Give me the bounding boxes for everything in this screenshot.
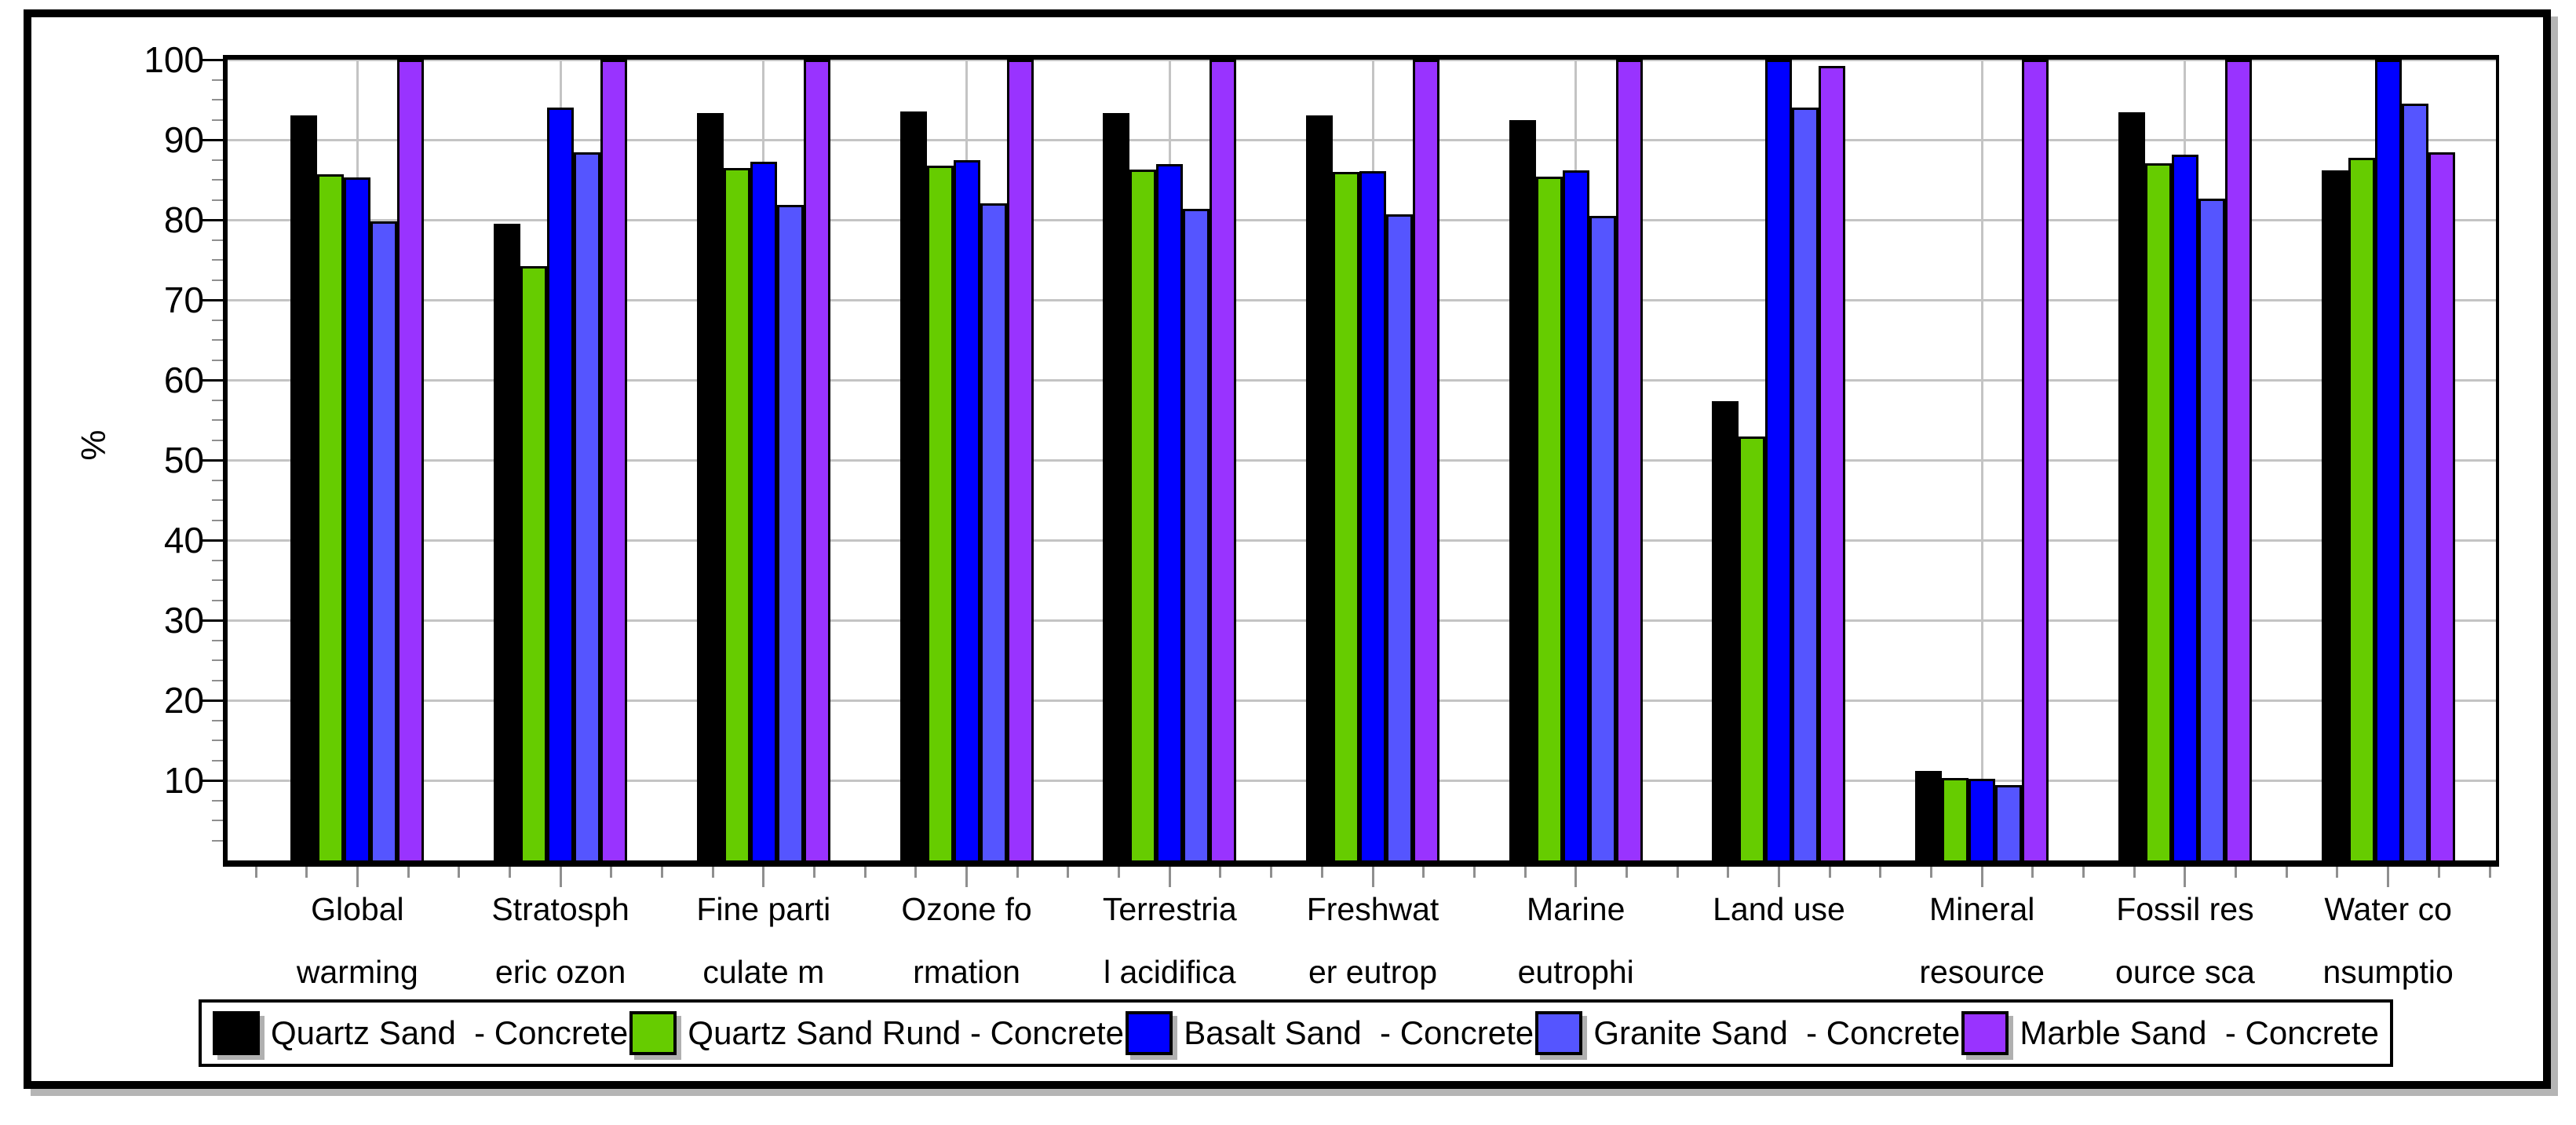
bar (2428, 152, 2455, 860)
bar (1765, 60, 1793, 860)
bar (1006, 60, 1034, 860)
bar (344, 177, 371, 860)
bar (1103, 113, 1130, 860)
bar (397, 60, 425, 860)
bar (1942, 777, 1969, 860)
bar (494, 224, 521, 860)
bar (2022, 60, 2049, 860)
legend-item: Quartz Sand Rund - Concrete (629, 1011, 1124, 1055)
gridline-y-90 (228, 138, 2496, 141)
bar (2224, 60, 2252, 860)
bar (2321, 170, 2348, 860)
chart-legend: Quartz Sand - Concrete Quartz Sand Rund -… (199, 999, 2393, 1067)
bar (696, 113, 724, 860)
bar (2348, 158, 2375, 860)
legend-swatch-icon (1126, 1011, 1173, 1055)
bar (1615, 60, 1643, 860)
legend-swatch-icon (1961, 1011, 2009, 1055)
bar (1535, 176, 1563, 860)
bar (600, 60, 628, 860)
bar (1792, 108, 1819, 860)
bar (370, 221, 398, 860)
bar (1995, 785, 2023, 860)
bar (1156, 163, 1184, 860)
bar (1739, 436, 1766, 860)
legend-swatch-icon (1535, 1011, 1583, 1055)
bar (723, 167, 750, 860)
legend-swatch-icon (213, 1011, 260, 1055)
bar (317, 173, 345, 860)
bar (926, 165, 954, 860)
bar (290, 115, 318, 860)
legend-item: Basalt Sand - Concrete (1126, 1011, 1534, 1055)
bar (1386, 214, 1413, 860)
bar (1333, 171, 1359, 860)
bar (899, 111, 927, 860)
bar (1968, 778, 1996, 860)
bar (2118, 112, 2145, 860)
bar (1359, 170, 1386, 860)
y-axis-title: % (74, 429, 113, 461)
bar (547, 108, 575, 860)
legend-item: Granite Sand - Concrete (1535, 1011, 1960, 1055)
bar (520, 266, 548, 860)
plot-area (223, 55, 2499, 867)
bar (1306, 115, 1333, 860)
bar (1509, 119, 1536, 860)
bar (2374, 60, 2402, 860)
bar (980, 203, 1007, 860)
bar (2401, 104, 2428, 860)
bar (2171, 155, 2198, 860)
legend-label: Granite Sand - Concrete (1593, 1014, 1961, 1051)
bar (2198, 199, 2225, 860)
bar (1819, 66, 1846, 860)
bar (2144, 163, 2172, 860)
legend-label: Basalt Sand - Concrete (1184, 1014, 1534, 1051)
legend-item: Quartz Sand - Concrete (213, 1011, 628, 1055)
bar (1562, 170, 1589, 860)
bar (750, 161, 777, 860)
bar (1589, 215, 1616, 860)
bar (1129, 169, 1157, 860)
bar (574, 152, 601, 860)
gridline-y-100 (228, 60, 2496, 61)
bar (1183, 208, 1210, 860)
legend-label: Marble Sand - Concrete (2020, 1014, 2379, 1051)
gridline-x-center (1980, 60, 1983, 860)
legend-label: Quartz Sand Rund - Concrete (688, 1014, 1125, 1051)
bar (1210, 60, 1237, 860)
bar (953, 159, 980, 860)
legend-label: Quartz Sand - Concrete (271, 1014, 629, 1051)
bar (803, 60, 830, 860)
legend-swatch-icon (629, 1011, 677, 1055)
bar (1413, 60, 1439, 860)
bar (1712, 400, 1739, 860)
bar (776, 204, 804, 860)
bar (1915, 770, 1943, 860)
legend-item: Marble Sand - Concrete (1961, 1011, 2379, 1055)
